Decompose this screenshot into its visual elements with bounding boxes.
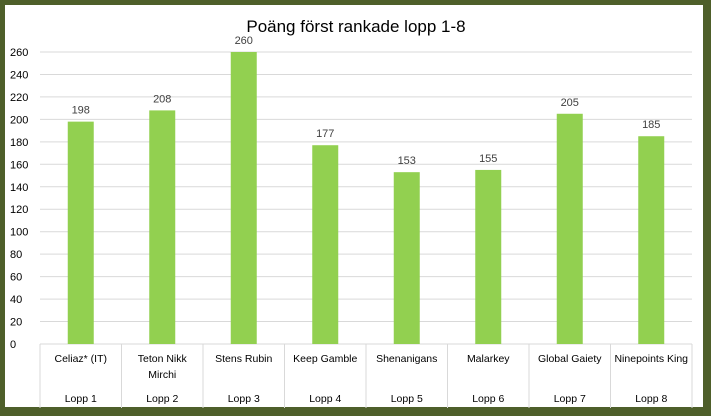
data-label: 208 xyxy=(153,93,171,105)
bar xyxy=(475,169,502,344)
chart-frame xyxy=(5,5,703,407)
y-tick-label: 0 xyxy=(10,339,16,351)
data-label: 185 xyxy=(642,119,660,131)
y-tick-label: 40 xyxy=(10,294,22,306)
x-group-label: Lopp 1 xyxy=(65,393,97,405)
data-label: 205 xyxy=(561,97,579,109)
x-tick-label: Global Gaiety xyxy=(538,353,602,365)
x-tick-label: Ninepoints King xyxy=(614,353,688,365)
bar xyxy=(312,145,339,344)
y-tick-label: 260 xyxy=(10,47,28,59)
x-group-label: Lopp 5 xyxy=(391,393,423,405)
x-group-label: Lopp 8 xyxy=(635,393,667,405)
y-tick-label: 140 xyxy=(10,182,28,194)
bar xyxy=(67,121,94,344)
y-tick-label: 160 xyxy=(10,159,28,171)
data-label: 177 xyxy=(316,128,334,140)
data-label: 153 xyxy=(398,155,416,167)
y-tick-label: 120 xyxy=(10,204,28,216)
x-tick-label: Shenanigans xyxy=(376,353,437,365)
y-tick-label: 240 xyxy=(10,69,28,81)
x-group-label: Lopp 2 xyxy=(146,393,178,405)
y-tick-label: 60 xyxy=(10,272,22,284)
chart-title: Poäng först rankade lopp 1-8 xyxy=(246,17,465,36)
y-tick-label: 180 xyxy=(10,137,28,149)
data-label: 198 xyxy=(72,105,90,117)
x-group-label: Lopp 4 xyxy=(309,393,341,405)
y-tick-label: 200 xyxy=(10,114,28,126)
bar xyxy=(149,110,176,345)
y-tick-label: 20 xyxy=(10,317,22,329)
x-tick-label: Keep Gamble xyxy=(293,353,357,365)
bar xyxy=(638,136,665,344)
data-label: 155 xyxy=(479,153,497,165)
x-group-label: Lopp 7 xyxy=(554,393,586,405)
y-tick-label: 80 xyxy=(10,249,22,261)
x-tick-label: Celiaz* (IT) xyxy=(54,353,107,365)
x-tick-label: Malarkey xyxy=(467,353,510,365)
y-tick-label: 100 xyxy=(10,227,28,239)
bar xyxy=(393,172,420,344)
x-tick-label: Stens Rubin xyxy=(215,353,272,365)
y-tick-label: 220 xyxy=(10,92,28,104)
bar xyxy=(556,113,583,345)
x-group-label: Lopp 6 xyxy=(472,393,504,405)
bar xyxy=(230,52,257,344)
data-label: 260 xyxy=(235,35,253,47)
x-tick-label: Teton Nikk Mirchi xyxy=(138,353,188,381)
x-group-label: Lopp 3 xyxy=(228,393,260,405)
